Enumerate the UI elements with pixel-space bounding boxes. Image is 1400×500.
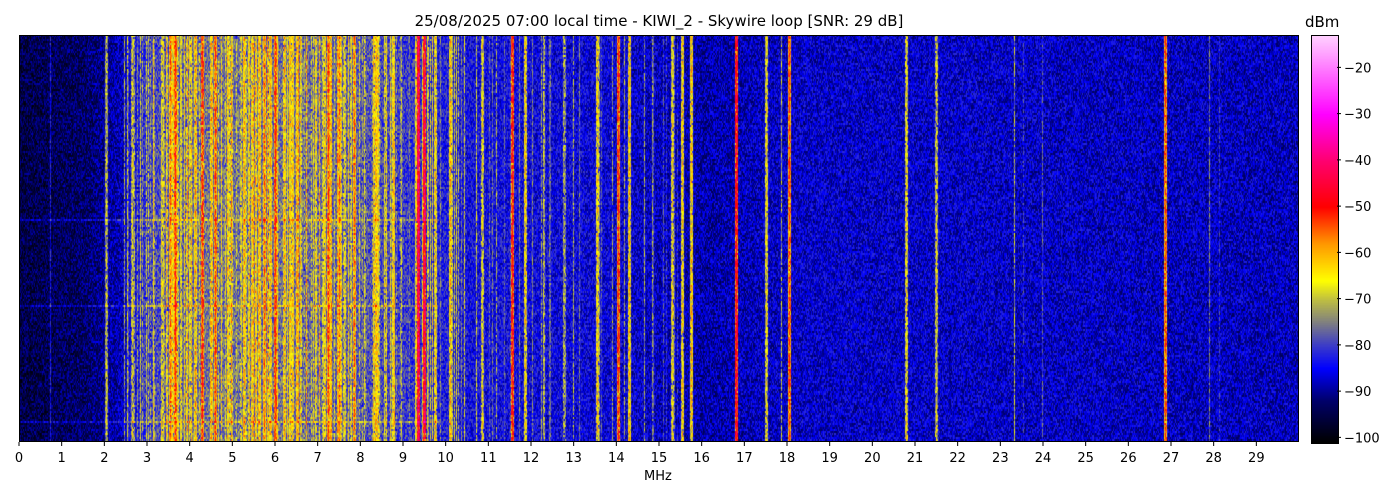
x-tick-label: 19 [821, 451, 838, 466]
x-tick-label: 2 [100, 451, 108, 466]
x-tick-label: 24 [1035, 451, 1052, 466]
plot-frame [19, 35, 1299, 442]
colorbar-tick-label: −80 [1344, 339, 1371, 354]
x-tick-label: 12 [523, 451, 540, 466]
x-tick-label: 29 [1248, 451, 1265, 466]
x-tick-label: 27 [1163, 451, 1180, 466]
x-tick-label: 1 [58, 451, 66, 466]
x-tick-label: 20 [864, 451, 881, 466]
x-tick-label: 23 [992, 451, 1009, 466]
colorbar-tick-label: −20 [1344, 61, 1371, 76]
x-tick-label: 0 [15, 451, 23, 466]
x-axis-label: MHz [644, 469, 672, 484]
x-tick-label: 10 [437, 451, 454, 466]
colorbar [1311, 35, 1339, 444]
x-tick-label: 7 [314, 451, 322, 466]
x-tick-label: 4 [186, 451, 194, 466]
colorbar-tick-label: −40 [1344, 154, 1371, 169]
x-tick-label: 16 [693, 451, 710, 466]
colorbar-label: dBm [1305, 13, 1340, 31]
x-tick-label: 13 [565, 451, 582, 466]
x-tick-label: 25 [1077, 451, 1094, 466]
colorbar-tick-label: −100 [1344, 431, 1380, 446]
x-tick-label: 5 [228, 451, 236, 466]
waterfall-heatmap [19, 35, 1299, 442]
x-tick-label: 26 [1120, 451, 1137, 466]
x-tick-label: 6 [271, 451, 279, 466]
chart-title: 25/08/2025 07:00 local time - KIWI_2 - S… [414, 12, 904, 30]
x-tick-label: 14 [608, 451, 625, 466]
x-tick-label: 17 [736, 451, 753, 466]
x-tick-label: 22 [949, 451, 966, 466]
x-tick-label: 18 [779, 451, 796, 466]
colorbar-tick-label: −30 [1344, 108, 1371, 123]
x-tick-label: 28 [1205, 451, 1222, 466]
x-tick-label: 9 [399, 451, 407, 466]
x-tick-label: 3 [143, 451, 151, 466]
colorbar-tick-label: −70 [1344, 293, 1371, 308]
x-tick-label: 8 [356, 451, 364, 466]
colorbar-tick-label: −60 [1344, 246, 1371, 261]
colorbar-tick-label: −50 [1344, 200, 1371, 215]
x-tick-label: 15 [651, 451, 668, 466]
x-tick-label: 11 [480, 451, 497, 466]
colorbar-tick-label: −90 [1344, 385, 1371, 400]
x-tick-label: 21 [907, 451, 924, 466]
